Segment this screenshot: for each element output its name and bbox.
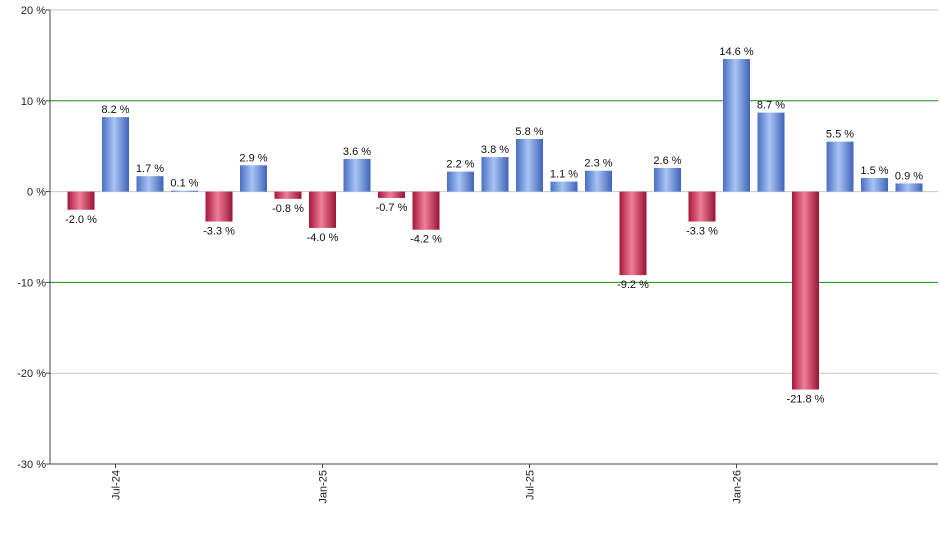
x-tick-label: Jan-25 — [318, 470, 330, 504]
data-label: 3.8 % — [481, 144, 509, 156]
y-tick-label: 20 % — [21, 5, 46, 17]
data-label: -9.2 % — [617, 279, 649, 291]
data-label: 8.7 % — [757, 100, 785, 112]
x-tick-label: Jan-26 — [732, 470, 744, 504]
data-labels: -2.0 % 8.2 % 1.7 % 0.1 % -3.3 % 2.9 % -0.8 % -4… — [65, 46, 923, 406]
axes: 20 % 10 % 0 % -10 % -20 % -30 % Jul-24 Jan-25 Ju… — [17, 5, 938, 504]
data-label: -4.0 % — [307, 232, 339, 244]
data-label: 1.5 % — [860, 165, 888, 177]
bar — [757, 112, 785, 192]
bar — [171, 190, 198, 192]
data-label: 2.2 % — [446, 159, 474, 171]
data-label: -3.3 % — [686, 226, 718, 238]
data-label: 1.7 % — [136, 163, 164, 175]
bar — [585, 170, 612, 192]
bar — [205, 191, 233, 222]
data-label: 2.6 % — [653, 155, 681, 167]
bars — [67, 59, 923, 390]
x-tick-label: Jul-25 — [525, 470, 537, 500]
bar — [792, 191, 819, 390]
bar — [861, 177, 888, 192]
data-label: 3.6 % — [343, 146, 371, 158]
bar — [481, 157, 509, 192]
y-tick-label: 0 % — [27, 187, 46, 199]
y-tick-label: 10 % — [21, 96, 46, 108]
bar — [550, 181, 578, 192]
data-label: 0.1 % — [170, 178, 198, 190]
data-label: 2.9 % — [239, 152, 267, 164]
data-label: -0.7 % — [376, 202, 408, 214]
data-label: -21.8 % — [787, 394, 825, 406]
data-label: 2.3 % — [584, 158, 612, 170]
data-label: 5.5 % — [826, 129, 854, 141]
data-label: 8.2 % — [101, 104, 129, 116]
bar — [274, 191, 302, 199]
bar — [447, 171, 474, 192]
data-label: 14.6 % — [719, 46, 753, 58]
y-tick-label: -10 % — [17, 277, 46, 289]
data-label: 5.8 % — [515, 126, 543, 138]
y-tick-label: -20 % — [17, 368, 46, 380]
data-label: -3.3 % — [203, 226, 235, 238]
bar — [688, 191, 716, 222]
bar — [723, 59, 750, 192]
bar — [412, 191, 440, 230]
bar — [826, 141, 854, 192]
data-label: 1.1 % — [550, 169, 578, 181]
bar — [619, 191, 647, 276]
data-label: 0.9 % — [895, 170, 923, 182]
bar — [343, 158, 371, 192]
bar — [654, 167, 681, 192]
data-label: -4.2 % — [410, 234, 442, 246]
bar — [309, 191, 336, 228]
bar — [895, 183, 923, 192]
data-label: -2.0 % — [65, 214, 97, 226]
bar — [516, 138, 543, 192]
data-label: -0.8 % — [272, 203, 304, 215]
bar — [240, 165, 267, 192]
bar — [102, 117, 129, 192]
bar — [378, 191, 405, 198]
bar — [136, 176, 164, 192]
y-tick-label: -30 % — [17, 459, 46, 471]
x-tick-label: Jul-24 — [111, 470, 123, 500]
bar — [67, 191, 95, 210]
